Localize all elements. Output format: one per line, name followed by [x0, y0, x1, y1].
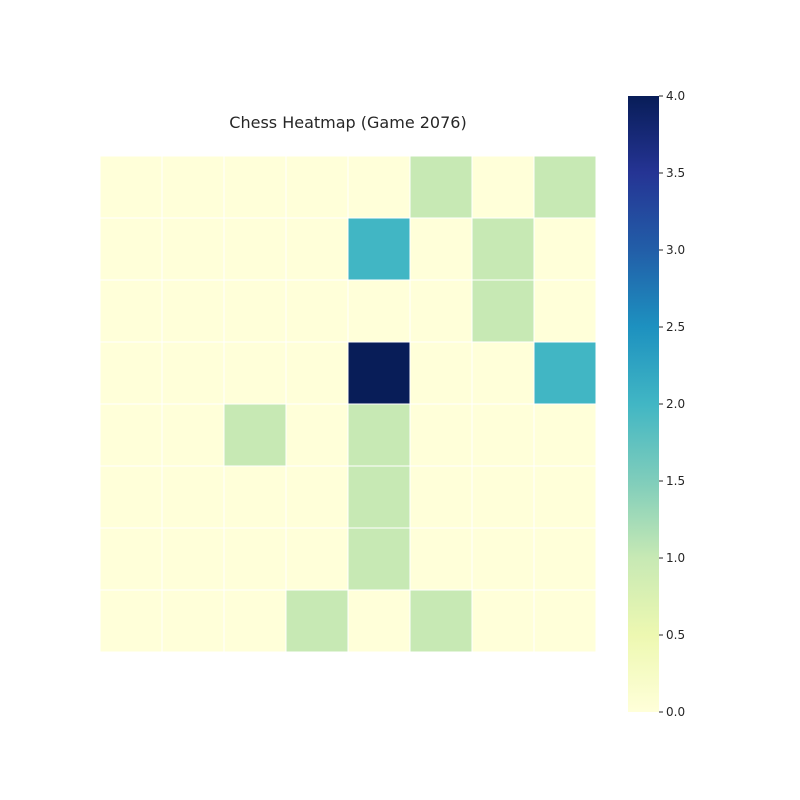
heatmap-cell [409, 341, 473, 405]
heatmap-cell [533, 279, 597, 343]
heatmap-grid [99, 155, 597, 653]
heatmap-cell [409, 279, 473, 343]
heatmap-cell [347, 341, 411, 405]
colorbar-tick-label: 1.5 [666, 474, 685, 488]
heatmap-cell [533, 341, 597, 405]
heatmap-cell [99, 465, 163, 529]
heatmap-cell [347, 155, 411, 219]
heatmap-cell [285, 403, 349, 467]
heatmap-cell [161, 527, 225, 591]
heatmap-cell [161, 465, 225, 529]
heatmap-cell [471, 589, 535, 653]
heatmap-cell [471, 217, 535, 281]
heatmap-cell [161, 279, 225, 343]
colorbar-tick-label: 3.5 [666, 166, 685, 180]
heatmap-cell [409, 155, 473, 219]
heatmap-cell [285, 527, 349, 591]
heatmap-cell [223, 155, 287, 219]
heatmap-cell [285, 217, 349, 281]
chart-title: Chess Heatmap (Game 2076) [229, 113, 466, 132]
heatmap-cell [285, 155, 349, 219]
heatmap-cell [223, 527, 287, 591]
heatmap-cell [471, 155, 535, 219]
heatmap-cell [347, 589, 411, 653]
heatmap-cell [99, 341, 163, 405]
heatmap-cell [533, 465, 597, 529]
heatmap-cell [533, 589, 597, 653]
heatmap-cell [223, 279, 287, 343]
heatmap-cell [533, 527, 597, 591]
heatmap-cell [471, 341, 535, 405]
colorbar-tick-label: 0.5 [666, 628, 685, 642]
heatmap-cell [223, 465, 287, 529]
heatmap-cell [471, 465, 535, 529]
heatmap-cell [223, 341, 287, 405]
colorbar-tick-label: 2.0 [666, 397, 685, 411]
heatmap-cell [533, 155, 597, 219]
heatmap-cell [409, 589, 473, 653]
heatmap-cell [285, 279, 349, 343]
heatmap-cell [471, 279, 535, 343]
heatmap-cell [161, 155, 225, 219]
colorbar-tick-label: 4.0 [666, 89, 685, 103]
heatmap-cell [161, 341, 225, 405]
heatmap-cell [409, 217, 473, 281]
heatmap-cell [285, 465, 349, 529]
heatmap-cell [409, 403, 473, 467]
heatmap-cell [99, 527, 163, 591]
heatmap-cell [99, 279, 163, 343]
colorbar-gradient [628, 96, 659, 712]
heatmap-cell [99, 589, 163, 653]
colorbar-tick-label: 1.0 [666, 551, 685, 565]
heatmap-cell [409, 465, 473, 529]
heatmap-cell [99, 155, 163, 219]
colorbar: 0.0 0.5 1.0 1.5 2.0 2.5 3.0 3.5 4.0 [628, 89, 685, 719]
heatmap-cell [471, 403, 535, 467]
heatmap-cell [285, 589, 349, 653]
heatmap-cell [161, 217, 225, 281]
colorbar-tick-label: 2.5 [666, 320, 685, 334]
heatmap-cell [347, 465, 411, 529]
heatmap-cell [347, 217, 411, 281]
heatmap-cell [223, 403, 287, 467]
colorbar-tick-label: 3.0 [666, 243, 685, 257]
heatmap-cell [347, 279, 411, 343]
heatmap-cell [533, 217, 597, 281]
heatmap-cell [409, 527, 473, 591]
heatmap-cell [161, 403, 225, 467]
heatmap-cell [223, 589, 287, 653]
heatmap-cell [99, 403, 163, 467]
heatmap-cell [471, 527, 535, 591]
heatmap-cell [347, 527, 411, 591]
colorbar-tick-label: 0.0 [666, 705, 685, 719]
heatmap-cell [99, 217, 163, 281]
heatmap-cell [347, 403, 411, 467]
heatmap-cell [223, 217, 287, 281]
heatmap-cell [285, 341, 349, 405]
heatmap-cell [161, 589, 225, 653]
heatmap-cell [533, 403, 597, 467]
